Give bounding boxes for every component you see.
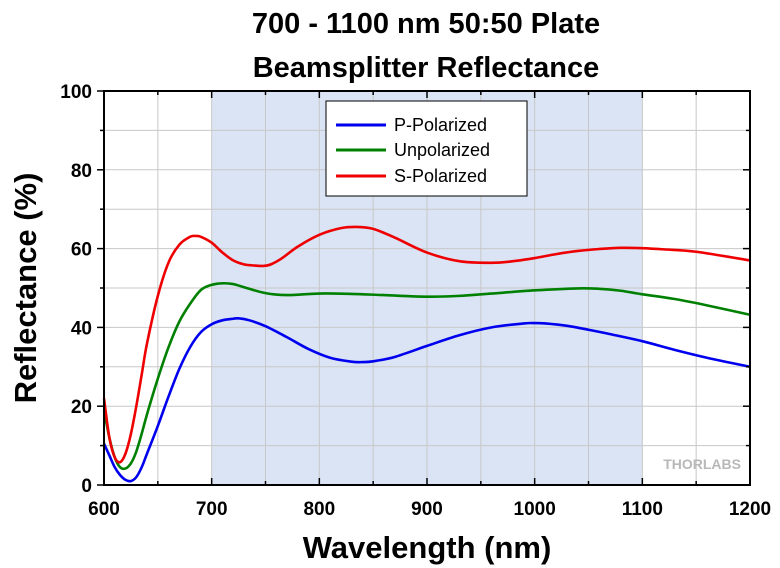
legend-label-s: S-Polarized: [394, 166, 487, 186]
tick-labels: 600 700 800 900 1000 1100 1200 0 20 40 60 80 100: [60, 82, 771, 520]
chart-title-line1: 700 - 1100 nm 50:50 Plate: [252, 8, 600, 40]
chart-title-line2: Beamsplitter Reflectance: [253, 52, 600, 84]
y-tick-label: 60: [71, 240, 92, 261]
x-tick-label: 700: [196, 499, 228, 520]
x-tick-label: 800: [303, 499, 335, 520]
axis-ticks: [97, 90, 751, 486]
y-axis-title: Reflectance (%): [8, 173, 43, 404]
y-tick-label: 100: [60, 82, 92, 103]
series-line-unpolarized: [102, 281, 751, 471]
x-tick-label: 1000: [514, 499, 556, 520]
x-tick-label: 1100: [622, 499, 663, 520]
x-tick-label: 900: [411, 499, 443, 520]
thorlabs-watermark: THORLABS: [663, 456, 741, 472]
series-layer: [102, 225, 751, 483]
legend: P-Polarized Unpolarized S-Polarized: [325, 100, 528, 197]
x-tick-label: 600: [88, 499, 120, 520]
y-tick-label: 0: [81, 476, 92, 497]
y-tick-label: 80: [71, 161, 92, 182]
legend-label-p: P-Polarized: [394, 115, 487, 135]
x-tick-label: 1200: [729, 499, 771, 520]
series-line-p-polarized: [102, 316, 751, 483]
y-tick-label: 20: [71, 397, 92, 418]
x-axis-title: Wavelength (nm): [303, 530, 552, 565]
series-line-s-polarized: [102, 225, 751, 464]
y-tick-label: 40: [71, 318, 92, 339]
legend-label-unpolarized: Unpolarized: [394, 140, 490, 160]
